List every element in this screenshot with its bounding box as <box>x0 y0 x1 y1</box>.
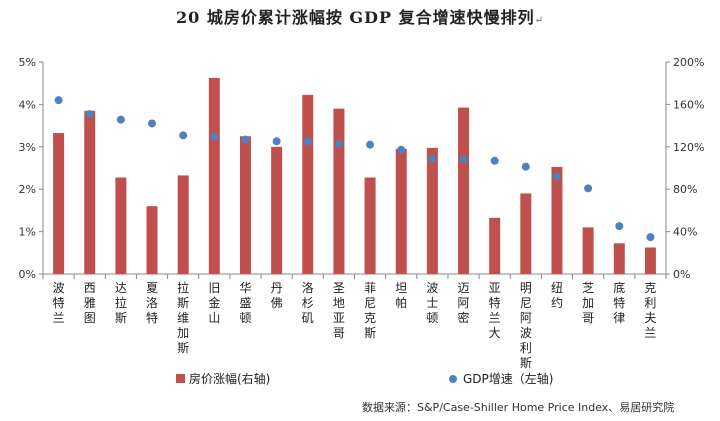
category-label: 波士顿 <box>426 281 438 325</box>
bar-house-price <box>395 148 407 274</box>
point-gdp-growth <box>584 184 593 193</box>
category-label: 波特兰 <box>53 281 65 325</box>
source-note: 数据来源：S&P/Case-Shiller Home Price Index、易… <box>362 401 675 414</box>
category-label: 拉斯维加斯 <box>177 280 189 355</box>
category-label: 西雅图 <box>84 281 96 325</box>
category-label: 底特律 <box>613 280 625 325</box>
right-tick-label: 80% <box>673 183 697 196</box>
point-gdp-growth <box>116 115 125 124</box>
point-gdp-growth <box>148 119 157 128</box>
left-tick-label: 2% <box>19 183 36 196</box>
bar-house-price <box>115 177 127 274</box>
category-label: 华盛顿 <box>239 281 251 325</box>
bar-house-price <box>53 133 65 274</box>
bar-house-price <box>644 247 656 274</box>
bar-house-price <box>364 177 376 274</box>
category-label: 洛杉矶 <box>302 280 314 325</box>
point-gdp-growth <box>241 135 250 144</box>
category-label: 夏洛特 <box>146 281 158 325</box>
category-label: 达拉斯 <box>115 281 127 325</box>
chart-title: 20 城房价累计涨幅按 GDP 复合增速快慢排列↵ <box>0 4 720 28</box>
bar-house-price <box>271 146 283 274</box>
point-gdp-growth <box>179 131 188 140</box>
category-label: 菲尼克斯 <box>364 281 376 340</box>
point-gdp-growth <box>615 222 624 231</box>
point-gdp-growth <box>646 233 655 242</box>
legend-dot-label: GDP增速（左轴) <box>463 372 554 386</box>
chart-title-text: 20 城房价累计涨幅按 GDP 复合增速快慢排列 <box>176 8 535 27</box>
dot-swatch-icon <box>449 374 457 383</box>
title-return-mark: ↵ <box>534 15 544 26</box>
legend-bar: 房价涨幅(右轴) <box>176 370 270 387</box>
left-tick-label: 0% <box>19 268 36 281</box>
bar-house-price <box>84 110 96 274</box>
point-gdp-growth <box>490 156 499 165</box>
point-gdp-growth <box>552 172 561 181</box>
bar-house-price <box>333 108 345 274</box>
category-label: 迈阿密 <box>458 281 470 325</box>
category-label: 丹佛 <box>271 281 283 310</box>
category-label: 克利夫兰 <box>644 281 656 340</box>
right-tick-label: 160% <box>673 98 704 111</box>
right-tick-label: 0% <box>673 268 690 281</box>
point-gdp-growth <box>210 132 219 141</box>
bar-house-price <box>613 243 625 274</box>
point-gdp-growth <box>397 145 406 154</box>
point-gdp-growth <box>85 110 94 119</box>
right-tick-label: 120% <box>673 141 704 154</box>
left-tick-label: 5% <box>19 56 36 69</box>
bar-house-price <box>177 175 189 274</box>
bar-house-price <box>582 227 594 274</box>
legend-bar-label: 房价涨幅(右轴) <box>189 372 271 386</box>
category-label: 圣地亚哥 <box>333 281 345 340</box>
point-gdp-growth <box>428 154 437 163</box>
bar-house-price <box>426 147 438 274</box>
point-gdp-growth <box>459 155 468 164</box>
category-label: 亚特兰大 <box>489 281 501 340</box>
bar-house-price <box>146 206 158 274</box>
point-gdp-growth <box>366 140 375 149</box>
left-tick-label: 1% <box>19 226 36 239</box>
point-gdp-growth <box>303 137 312 146</box>
point-gdp-growth <box>334 139 343 148</box>
right-tick-label: 200% <box>673 56 704 69</box>
bar-swatch-icon <box>176 374 185 383</box>
bar-house-price <box>458 107 470 274</box>
category-label: 明尼阿波利斯 <box>520 281 532 370</box>
point-gdp-growth <box>521 162 530 171</box>
point-gdp-growth <box>54 96 63 105</box>
category-label: 纽约 <box>551 281 563 310</box>
legend-dot: GDP增速（左轴) <box>449 370 553 387</box>
bar-house-price <box>520 193 532 274</box>
bar-house-price <box>208 77 220 275</box>
bar-house-price <box>551 166 563 274</box>
category-label: 芝加哥 <box>582 280 594 325</box>
bar-house-price <box>302 94 314 274</box>
point-gdp-growth <box>272 137 281 146</box>
right-tick-label: 40% <box>673 226 697 239</box>
left-tick-label: 3% <box>19 141 36 154</box>
left-tick-label: 4% <box>19 98 36 111</box>
category-label: 坦帕 <box>395 281 407 310</box>
bar-house-price <box>239 136 251 274</box>
category-label: 旧金山 <box>208 281 220 325</box>
bar-house-price <box>489 217 501 274</box>
